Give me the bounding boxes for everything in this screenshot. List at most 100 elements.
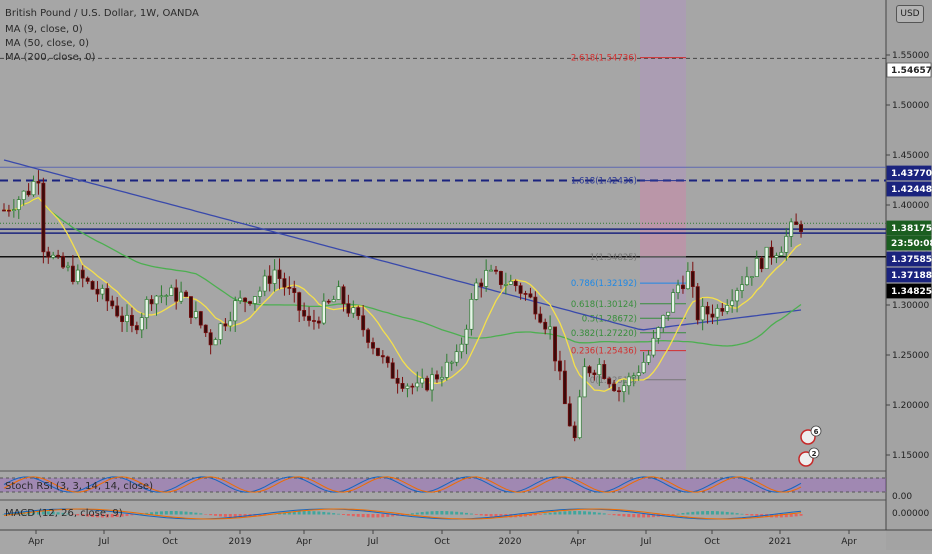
candle-body — [66, 265, 70, 268]
fib-zone-shade — [640, 180, 686, 257]
macd-bar — [332, 513, 336, 515]
macd-bar — [745, 514, 749, 516]
candle-body — [538, 313, 543, 323]
macd-bar — [469, 513, 473, 515]
macd-bar — [401, 514, 405, 516]
macd-bar — [543, 513, 547, 515]
candle-body — [528, 293, 533, 298]
candle-body — [754, 258, 759, 277]
candle-body — [449, 361, 454, 364]
macd-bar — [725, 511, 729, 515]
ma-200-line — [3, 159, 802, 331]
macd-bar — [381, 514, 385, 518]
candle-body — [498, 270, 503, 285]
candle-body — [735, 290, 740, 302]
candle-body — [90, 281, 95, 290]
price-label-0: 1.54657 — [891, 66, 932, 76]
event-badge-count-0: 6 — [814, 428, 819, 436]
macd-signal-line — [3, 508, 802, 520]
candle-body — [474, 282, 479, 300]
macd-bar — [214, 514, 218, 516]
candle-body — [405, 385, 410, 389]
macd-bar — [592, 512, 596, 515]
ma-200-label: MA (200, close, 0) — [5, 52, 96, 63]
candle-body — [494, 269, 498, 272]
y-tick-label-1: 1.20000 — [892, 401, 929, 411]
macd-bar — [637, 514, 641, 518]
candle-body — [749, 276, 754, 278]
macd-bar — [327, 512, 331, 515]
macd-bar — [573, 511, 577, 515]
candle-body — [567, 403, 572, 427]
candle-body — [267, 275, 272, 284]
macd-bar — [420, 512, 424, 515]
fib-label-4: 0.618(1.30124) — [571, 300, 637, 310]
price-label-box-7 — [886, 283, 932, 299]
candle-body — [444, 361, 449, 378]
candle-body — [523, 293, 528, 295]
macd-bar — [164, 511, 168, 515]
candle-body — [661, 315, 666, 328]
candle-body — [725, 305, 730, 312]
macd-bar — [706, 511, 710, 515]
macd-bar — [386, 514, 390, 517]
candle-body — [361, 315, 366, 331]
candle-body — [587, 366, 592, 374]
candle-body — [41, 182, 46, 253]
y-tick-label-3: 1.30000 — [892, 301, 929, 311]
candle-body — [435, 374, 439, 380]
candle-body — [277, 269, 282, 279]
price-label-6: 1.37188 — [891, 271, 932, 281]
candle-body — [681, 284, 685, 290]
candle-body — [518, 285, 523, 294]
x-tick-label-6: Oct — [434, 537, 450, 547]
candle-body — [469, 299, 474, 330]
macd-bar — [671, 514, 675, 515]
candle-body — [366, 329, 371, 343]
candle-body — [784, 236, 789, 253]
ma-9-line — [3, 196, 802, 392]
fib-label-2: 1(1.34825) — [590, 253, 637, 263]
candle-body — [257, 290, 262, 297]
candle-body — [459, 343, 464, 353]
currency-button[interactable]: USD — [896, 5, 924, 23]
macd-bar — [612, 514, 616, 516]
candle-body — [36, 181, 41, 184]
macd-bar — [415, 512, 419, 515]
candle-body — [464, 328, 469, 345]
candle-body — [548, 326, 553, 330]
macd-bar — [228, 514, 232, 518]
candle-body — [61, 255, 65, 268]
candle-body — [356, 307, 361, 317]
chart-title: British Pound / U.S. Dollar, 1W, OANDA — [5, 8, 199, 19]
macd-bar — [445, 511, 449, 515]
macd-line — [3, 508, 802, 520]
candle-body — [602, 364, 607, 379]
fib-label-8: 0(1.22519) — [590, 376, 637, 386]
candle-body — [744, 276, 749, 286]
macd-bar — [371, 514, 375, 518]
macd-bar — [361, 514, 365, 518]
macd-bar — [86, 514, 90, 517]
macd-bar — [36, 511, 40, 515]
candle-body — [380, 355, 385, 358]
candle-body — [715, 308, 720, 318]
macd-bar — [105, 514, 109, 518]
candle-body — [641, 362, 646, 374]
fib-label-1: 1.618(1.42436) — [571, 177, 637, 187]
macd-bar — [341, 514, 345, 515]
price-label-2: 1.42448 — [891, 185, 932, 195]
candle-body — [129, 314, 134, 326]
candle-body — [312, 320, 316, 322]
macd-bar — [450, 511, 454, 515]
fib-label-5: 0.5(1.28672) — [582, 314, 637, 324]
candle-body — [262, 275, 267, 292]
macd-bar — [189, 512, 193, 515]
candle-body — [95, 288, 100, 295]
macd-bar — [238, 514, 242, 518]
macd-bar — [607, 514, 611, 515]
y-tick-label-8: 1.55000 — [892, 51, 929, 61]
macd-bar — [440, 511, 444, 515]
candle-body — [400, 383, 405, 389]
